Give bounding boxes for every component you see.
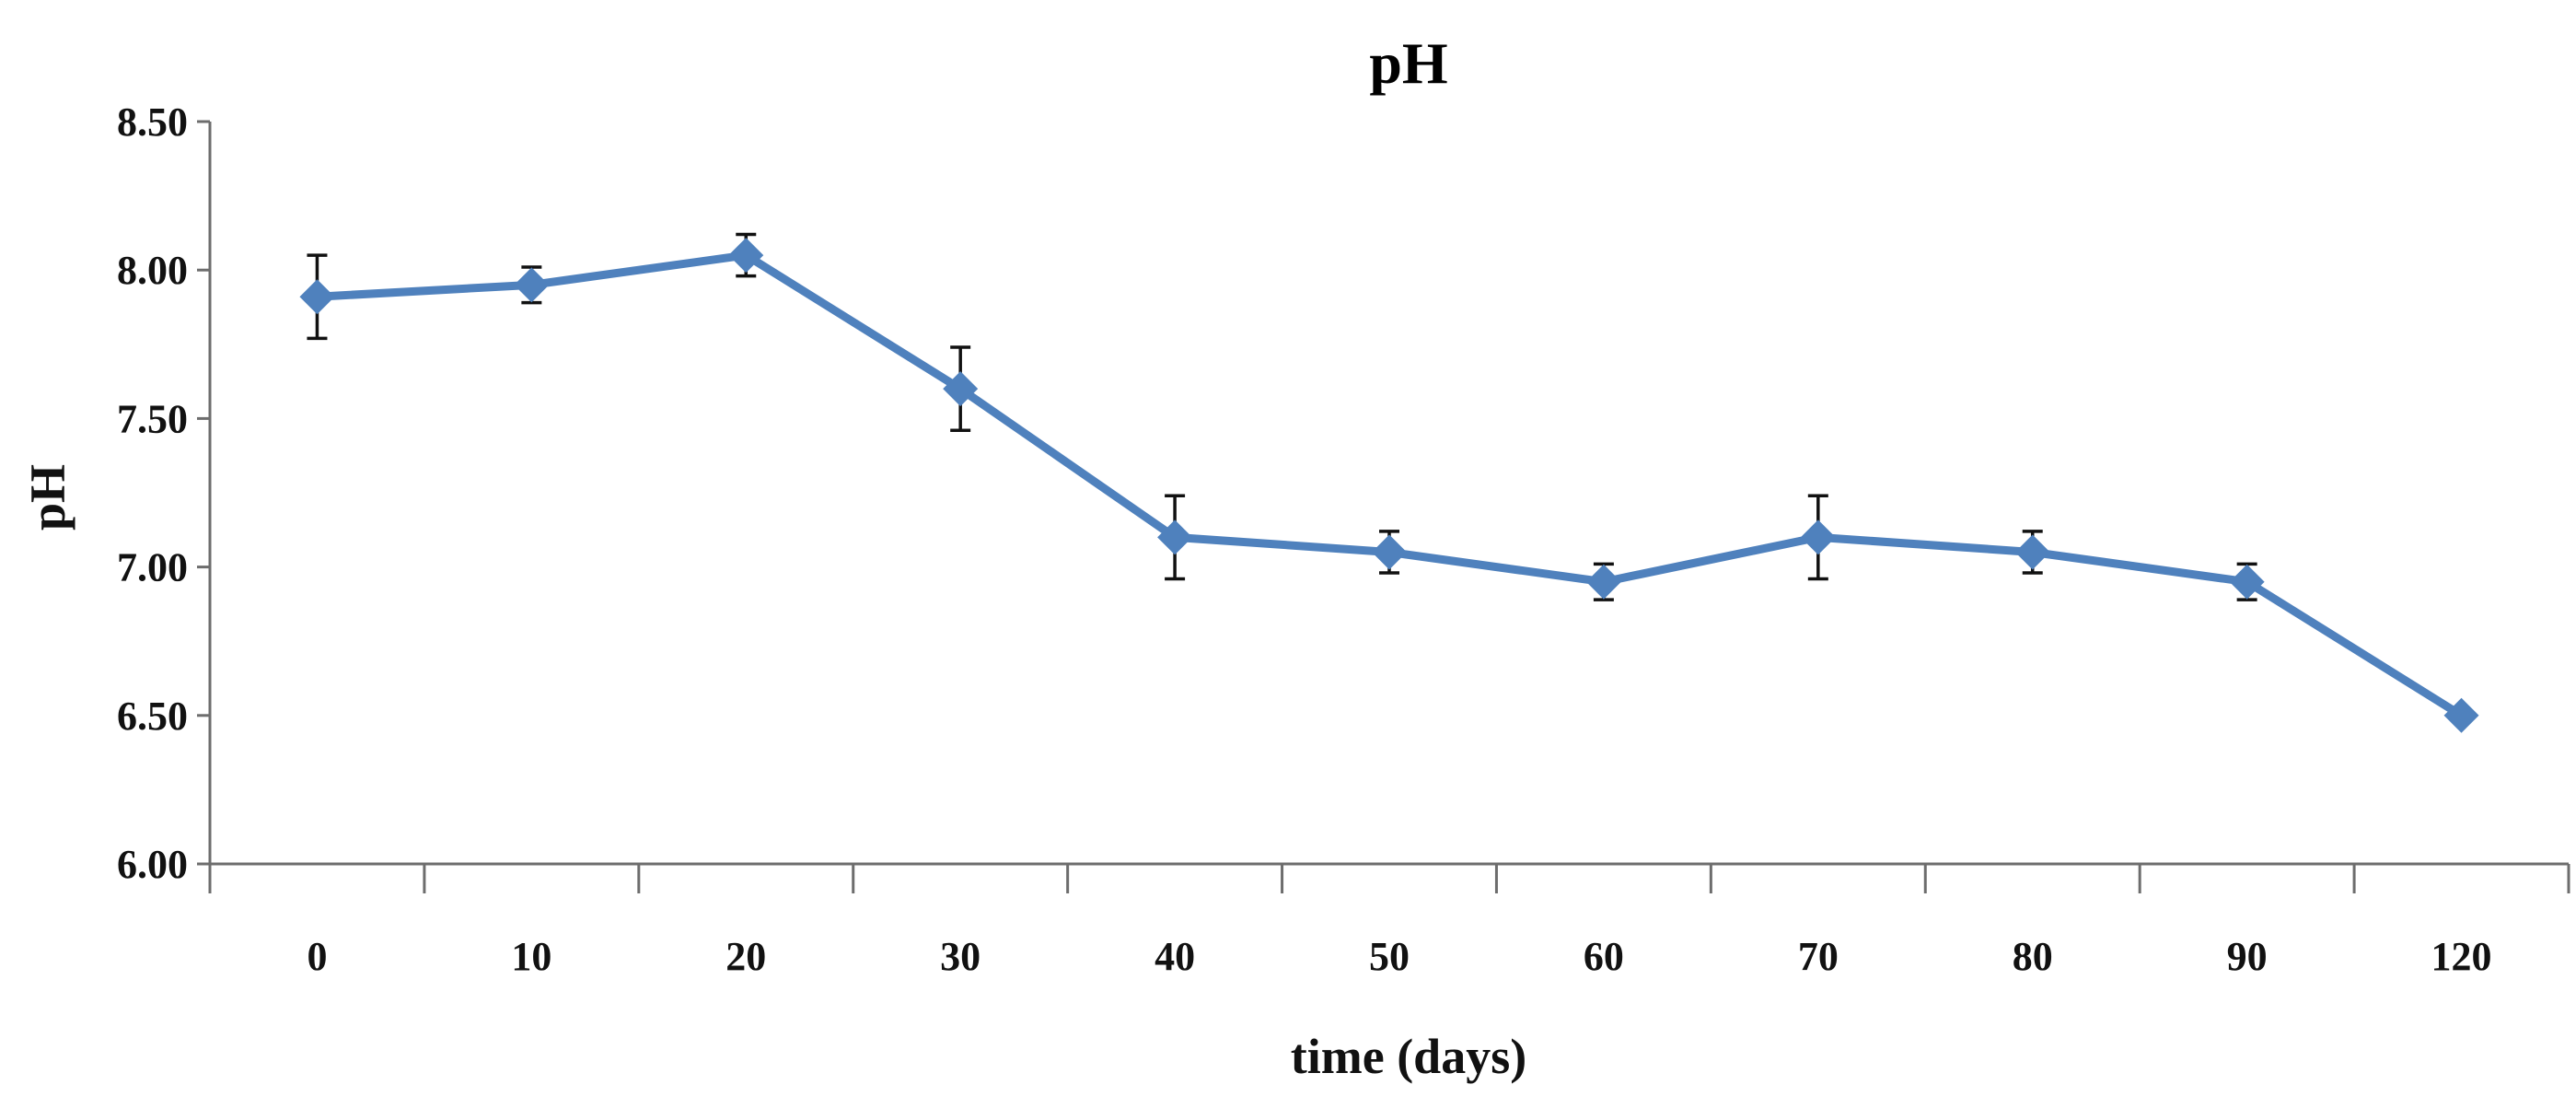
data-point-marker xyxy=(2014,534,2050,570)
x-axis-label: time (days) xyxy=(1291,1029,1526,1084)
x-tick-label: 90 xyxy=(2227,934,2268,979)
axes: 6.00 6.50 7.00 7.50 8.00 8.50 0 10 20 30 40 50 60 70… xyxy=(117,99,2570,979)
data-point-marker xyxy=(1157,519,1193,555)
x-tick-label: 60 xyxy=(1584,934,1624,979)
data-markers xyxy=(299,238,2479,733)
data-point-marker xyxy=(299,279,335,315)
x-tick-label: 10 xyxy=(511,934,551,979)
data-point-marker xyxy=(1585,564,1621,600)
x-ticks: 0 10 20 30 40 50 60 70 80 90 120 xyxy=(208,864,2570,979)
y-tick-label: 7.00 xyxy=(117,545,188,590)
series-line-ph xyxy=(312,251,2466,720)
data-point-marker xyxy=(728,238,764,274)
x-tick-label: 80 xyxy=(2013,934,2053,979)
data-point-marker xyxy=(2443,697,2479,733)
y-tick-label: 7.50 xyxy=(117,396,188,441)
x-tick-label: 0 xyxy=(307,934,327,979)
x-tick-label: 30 xyxy=(940,934,981,979)
data-point-marker xyxy=(1372,534,1407,570)
y-ticks: 6.00 6.50 7.00 7.50 8.00 8.50 xyxy=(117,99,210,887)
x-tick-label: 40 xyxy=(1155,934,1195,979)
chart-title: pH xyxy=(1369,30,1447,96)
data-point-marker xyxy=(514,267,550,303)
x-tick-label: 70 xyxy=(1798,934,1839,979)
y-tick-label: 6.00 xyxy=(117,842,188,887)
data-point-marker xyxy=(1800,519,1836,555)
y-tick-label: 8.50 xyxy=(117,99,188,145)
y-tick-label: 6.50 xyxy=(117,694,188,739)
y-axis-label: pH xyxy=(20,464,75,531)
plot-area xyxy=(299,232,2479,733)
x-tick-label: 120 xyxy=(2431,934,2492,979)
data-point-marker xyxy=(2229,564,2265,600)
x-tick-label: 50 xyxy=(1369,934,1410,979)
x-tick-label: 20 xyxy=(725,934,766,979)
y-tick-label: 8.00 xyxy=(117,248,188,293)
data-point-marker xyxy=(943,371,979,407)
